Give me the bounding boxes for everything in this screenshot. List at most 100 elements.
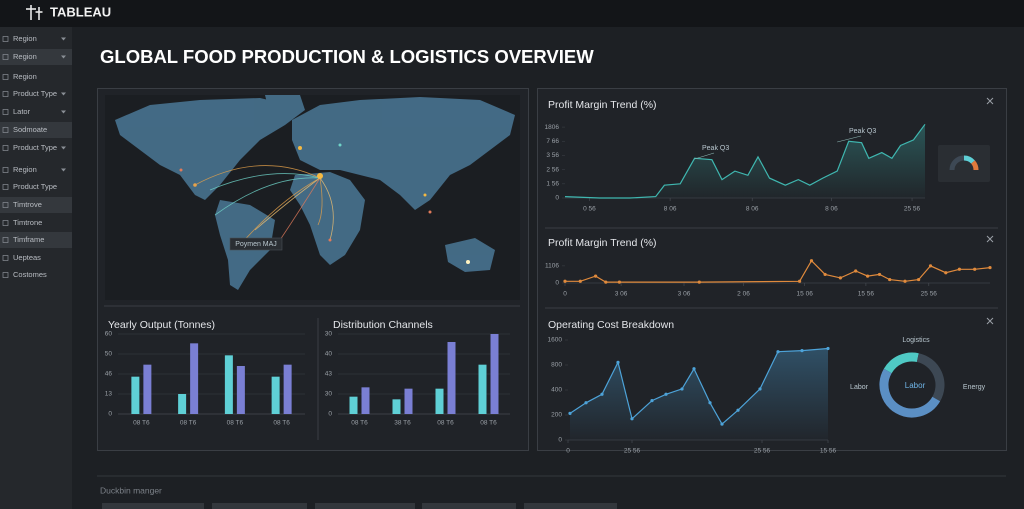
marker (800, 349, 804, 353)
bar (435, 388, 444, 414)
sidebar-items: Region Region Region Product Type Lator Sodmo… (0, 34, 72, 279)
marker (866, 274, 870, 278)
chart-title: Distribution Channels (333, 319, 433, 331)
sidebar-icon (2, 91, 9, 97)
bar (392, 399, 401, 414)
marker (957, 267, 962, 271)
gauge (949, 155, 979, 171)
marker (826, 346, 830, 351)
sidebar-item[interactable]: Timtrove (13, 200, 42, 209)
y-tick-label: 1806 (545, 124, 560, 131)
dropdown-arrow (61, 55, 66, 59)
marker (776, 350, 780, 354)
donut-label: Logistics (902, 337, 930, 344)
marker (854, 269, 858, 273)
y-tick-label: 7 66 (546, 138, 559, 145)
bar (143, 364, 152, 414)
marker (917, 277, 921, 282)
footer-tabs[interactable] (102, 503, 617, 509)
bar (224, 355, 233, 414)
x-tick-label: 08 T6 (180, 420, 197, 427)
marker (720, 422, 724, 426)
footer-label: Duckbin manger (100, 485, 162, 495)
annotation: Peak Q3 (702, 145, 729, 152)
gauge-widget (938, 145, 990, 182)
marker (903, 279, 907, 283)
y-tick-label: 3 56 (546, 152, 559, 159)
y-tick-label: 0 (555, 195, 559, 202)
sidebar-item[interactable]: Sodmoate (13, 125, 47, 134)
y-tick-label: 1600 (548, 337, 563, 344)
bar (361, 387, 370, 414)
x-tick-label: 15 06 (797, 291, 814, 298)
donut-segment (916, 353, 945, 402)
marker (604, 280, 608, 284)
marker (944, 271, 948, 275)
sidebar-item[interactable]: Costomes (13, 270, 47, 279)
sidebar-item[interactable]: Region (13, 72, 37, 81)
sidebar-icon (2, 237, 9, 243)
x-tick-label: 8 06 (825, 206, 838, 213)
marker (600, 392, 604, 396)
sidebar-item[interactable]: Timtrone (13, 218, 42, 227)
marker (680, 387, 684, 391)
sidebar-item[interactable]: Region (13, 52, 37, 61)
bar (271, 376, 280, 414)
sidebar-icon (2, 145, 9, 151)
line (569, 347, 829, 426)
sidebar-item[interactable]: Region (13, 165, 37, 174)
x-tick-label: 2 06 (737, 291, 750, 298)
sidebar-icon (2, 74, 9, 80)
sidebar-item[interactable]: Lator (13, 107, 31, 116)
sidebar-icon (2, 255, 9, 261)
bar (236, 366, 245, 414)
bar (131, 376, 140, 414)
charts: Profit Margin Trend (%) 0 1 56 2 56 3 56 7 66… (105, 99, 992, 455)
x-tick-label: 25 56 (921, 291, 938, 298)
donut-segment (879, 368, 941, 418)
y-tick-label: 0 (555, 280, 559, 287)
y-tick-label: 0 (108, 411, 112, 418)
sidebar-icon (2, 109, 9, 115)
marker (650, 399, 654, 403)
x-tick-label: 38 T6 (394, 420, 411, 427)
sidebar-item[interactable]: Product Type (13, 182, 57, 191)
marker (616, 360, 620, 364)
x-tick-label: 08 T6 (437, 420, 454, 427)
chart-title: Yearly Output (Tonnes) (108, 319, 215, 331)
dropdown-arrow (61, 37, 66, 41)
y-tick-label: 200 (551, 412, 562, 419)
sidebar-item[interactable]: Timframe (13, 235, 44, 244)
donut-label: Labor (850, 384, 869, 391)
sidebar-row-highlight (0, 197, 72, 213)
sidebar-item[interactable]: Product Type (13, 89, 57, 98)
sidebar-item[interactable]: Region (13, 34, 37, 43)
y-tick-label: 30 (325, 331, 333, 338)
x-tick-label: 25 56 (904, 206, 921, 213)
x-tick-label: 8 06 (664, 206, 677, 213)
marker (578, 279, 582, 283)
sidebar-item[interactable]: Product Type (13, 143, 57, 152)
area (565, 124, 925, 198)
marker (758, 387, 762, 391)
marker (973, 267, 977, 271)
marker (692, 367, 696, 371)
map-tooltip (229, 237, 283, 251)
y-tick-label: 40 (325, 351, 333, 358)
annotation-leader (694, 152, 715, 160)
chart-title: Profit Margin Trend (%) (548, 99, 657, 111)
sidebar-icon (2, 36, 9, 42)
marker (708, 401, 712, 405)
bar (190, 343, 199, 414)
x-tick-label: 0 (563, 291, 567, 298)
x-tick-label: 8 06 (746, 206, 759, 213)
y-tick-label: 43 (325, 371, 333, 378)
x-tick-label: 08 T6 (227, 420, 244, 427)
chart-title: Operating Cost Breakdown (548, 319, 674, 331)
line (564, 123, 926, 199)
dropdown-arrow (61, 168, 66, 172)
marker (838, 276, 843, 280)
sidebar-item[interactable]: Uepteas (13, 253, 41, 262)
annotation-leader (837, 135, 862, 143)
